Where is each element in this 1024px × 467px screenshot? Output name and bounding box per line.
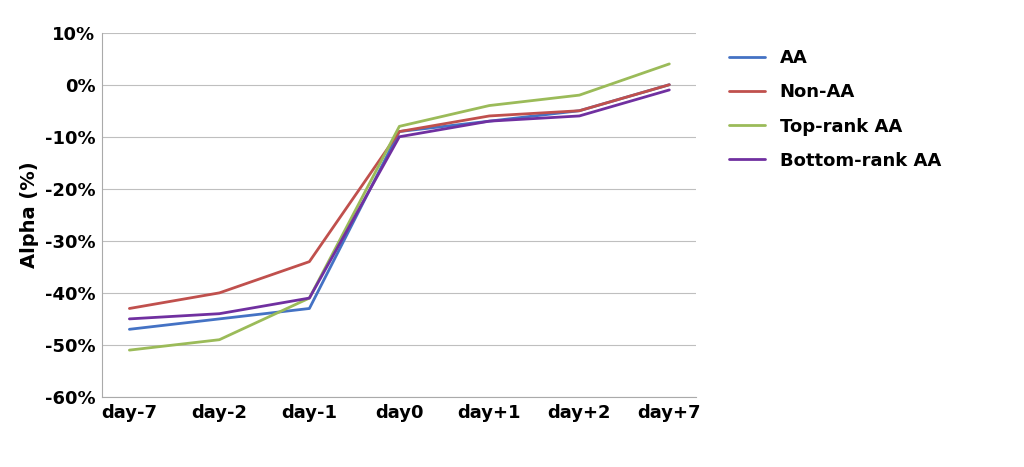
Top-rank AA — [213, 337, 225, 342]
Non-AA — [573, 108, 586, 113]
Top-rank AA — [573, 92, 586, 98]
Bottom-rank AA — [123, 316, 135, 322]
Top-rank AA — [664, 61, 676, 67]
Line: Non-AA: Non-AA — [129, 85, 670, 309]
Y-axis label: Alpha (%): Alpha (%) — [20, 162, 39, 268]
Line: AA: AA — [129, 85, 670, 329]
AA — [393, 129, 406, 134]
Non-AA — [483, 113, 496, 119]
AA — [573, 108, 586, 113]
Bottom-rank AA — [483, 118, 496, 124]
Top-rank AA — [303, 295, 315, 301]
AA — [483, 118, 496, 124]
AA — [303, 306, 315, 311]
Top-rank AA — [393, 124, 406, 129]
Bottom-rank AA — [664, 87, 676, 93]
Line: Bottom-rank AA: Bottom-rank AA — [129, 90, 670, 319]
Non-AA — [303, 259, 315, 264]
Top-rank AA — [483, 103, 496, 108]
Non-AA — [123, 306, 135, 311]
Non-AA — [213, 290, 225, 296]
Non-AA — [664, 82, 676, 87]
AA — [213, 316, 225, 322]
Non-AA — [393, 129, 406, 134]
Legend: AA, Non-AA, Top-rank AA, Bottom-rank AA: AA, Non-AA, Top-rank AA, Bottom-rank AA — [729, 49, 941, 170]
AA — [123, 326, 135, 332]
Top-rank AA — [123, 347, 135, 353]
Bottom-rank AA — [393, 134, 406, 140]
AA — [664, 82, 676, 87]
Bottom-rank AA — [573, 113, 586, 119]
Bottom-rank AA — [303, 295, 315, 301]
Line: Top-rank AA: Top-rank AA — [129, 64, 670, 350]
Bottom-rank AA — [213, 311, 225, 317]
